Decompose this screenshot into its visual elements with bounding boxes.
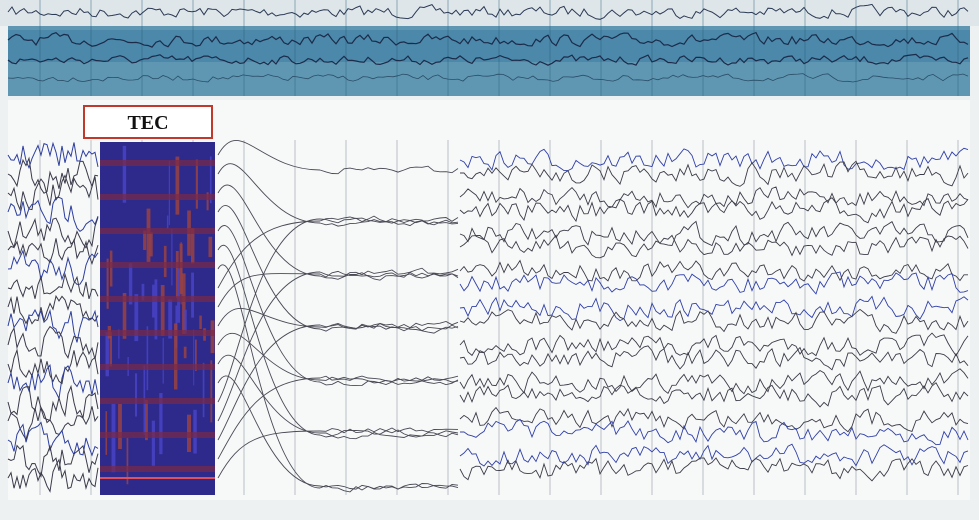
top-strip — [0, 0, 979, 26]
block-band — [100, 262, 215, 268]
block-band — [100, 466, 215, 472]
block-streak — [152, 421, 155, 466]
block-streak — [167, 216, 168, 229]
block-streak — [191, 273, 194, 318]
block-streak — [163, 338, 164, 384]
block-streak — [161, 285, 165, 336]
block-band — [100, 330, 215, 336]
block-streak — [211, 320, 215, 353]
block-streak — [169, 161, 170, 225]
block-band — [100, 228, 215, 234]
block-streak — [209, 237, 213, 257]
block-streak — [177, 268, 180, 322]
eeg-screen: TEC — [0, 0, 979, 520]
block-streak — [199, 316, 202, 329]
block-band — [100, 296, 215, 302]
block-streak — [193, 330, 194, 386]
block-streak — [135, 373, 137, 416]
block-streak — [112, 404, 116, 472]
artifact-block — [100, 142, 215, 495]
block-band — [100, 432, 215, 438]
block-streak — [110, 332, 112, 366]
label-text: TEC — [127, 112, 168, 134]
block-band — [100, 194, 215, 200]
block-streak — [203, 363, 205, 417]
block-band — [100, 398, 215, 404]
block-streak — [181, 242, 182, 304]
block-band — [100, 364, 215, 370]
block-streak — [118, 404, 122, 449]
page: {"label": {"text": "TEC"}} TEC (() => { … — [0, 0, 979, 520]
block-band — [100, 160, 215, 166]
block-streak — [193, 410, 197, 454]
block-streak — [171, 229, 172, 285]
block-streak — [184, 347, 187, 359]
block-streak — [196, 160, 198, 209]
block-streak — [150, 232, 153, 256]
block-streak — [164, 246, 167, 277]
block-streak — [110, 251, 113, 287]
